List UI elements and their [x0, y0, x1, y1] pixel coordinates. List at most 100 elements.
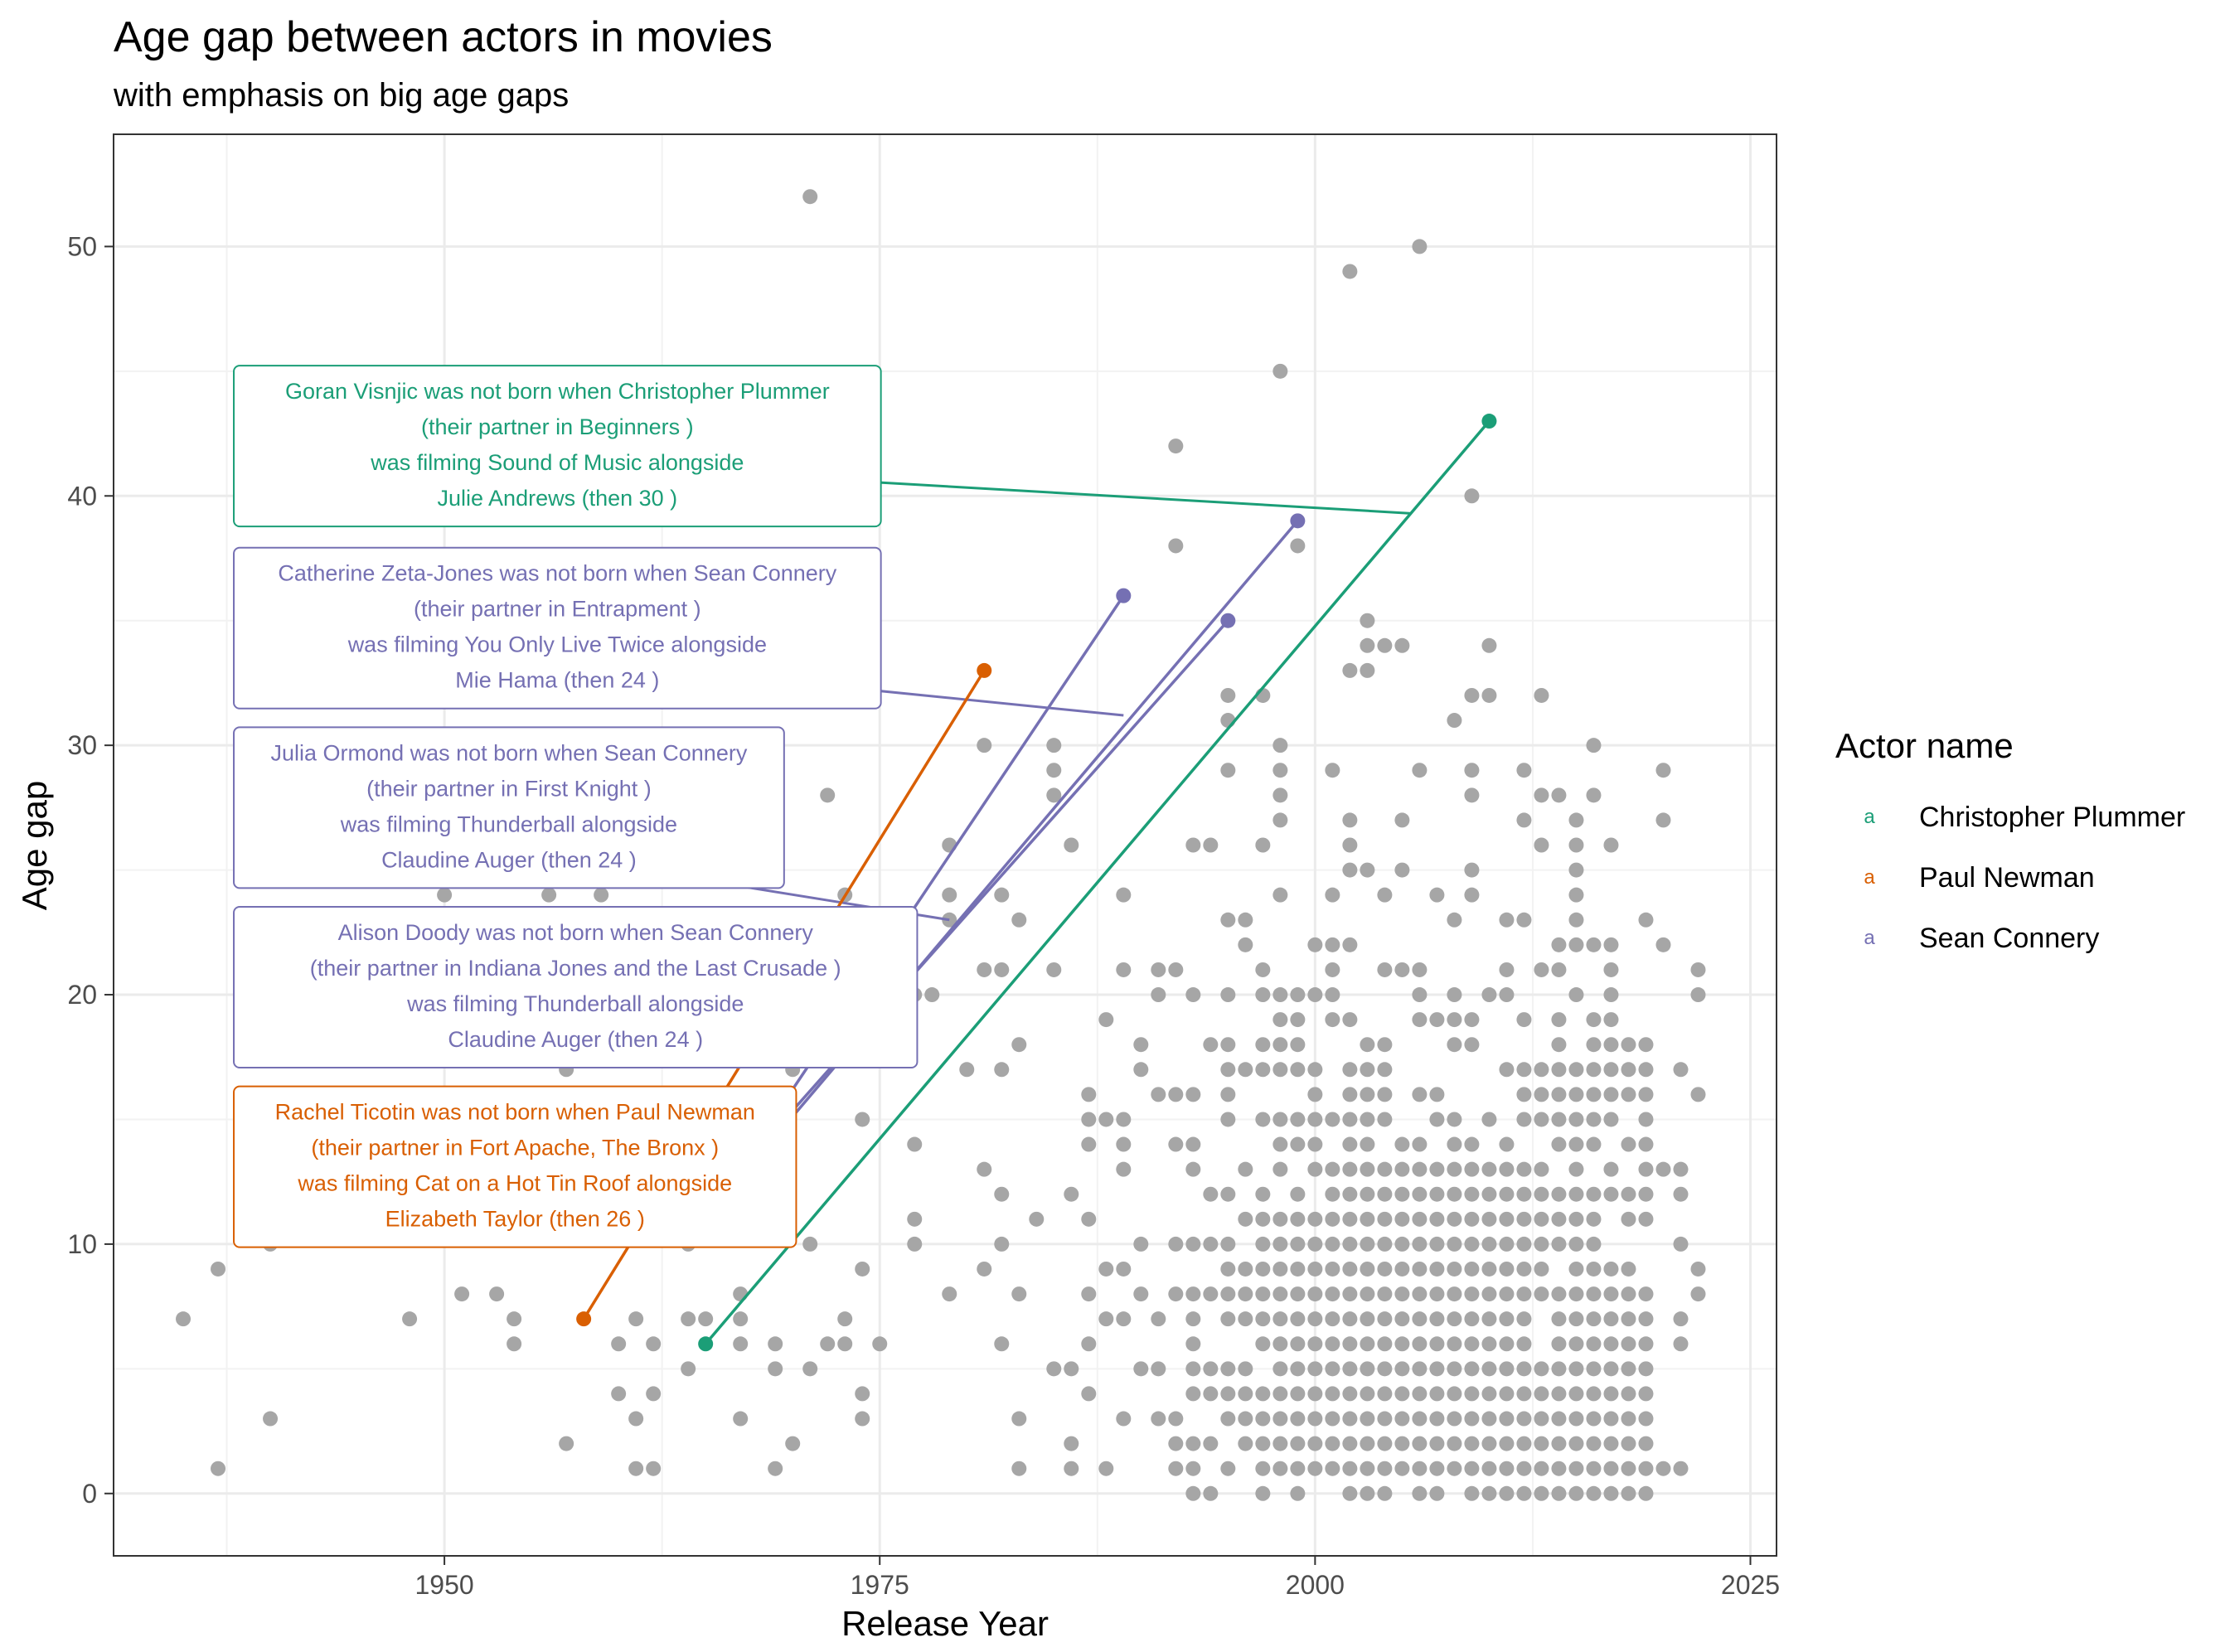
data-point: [1342, 264, 1358, 279]
x-axis: 1950 1975 2000 2025: [415, 1556, 1780, 1600]
data-point: [698, 1311, 714, 1327]
data-point: [1621, 1436, 1636, 1451]
data-point: [1603, 1361, 1619, 1377]
data-point: [1255, 1336, 1271, 1352]
data-point: [733, 1411, 749, 1427]
data-point: [1360, 1236, 1375, 1252]
data-point: [646, 1336, 662, 1352]
data-point: [1325, 1211, 1340, 1227]
data-point: [1673, 1236, 1689, 1252]
x-tick-label: 2025: [1721, 1570, 1780, 1600]
data-point: [1534, 1186, 1549, 1202]
annotation-label: Rachel Ticotin was not born when Paul Ne…: [233, 1085, 797, 1248]
data-point: [1290, 1062, 1306, 1078]
data-point: [1116, 1411, 1132, 1427]
data-point: [1568, 1161, 1584, 1177]
annotation-text: Catherine Zeta-Jones was not born when S…: [278, 561, 836, 586]
data-point: [1325, 962, 1340, 977]
data-point: [1551, 787, 1567, 803]
data-point: [437, 887, 453, 903]
data-point: [1447, 1211, 1462, 1227]
data-point: [1534, 837, 1549, 853]
data-point: [1586, 1361, 1602, 1377]
data-point: [1307, 1261, 1323, 1277]
data-point: [1185, 1485, 1201, 1501]
data-point: [1011, 1461, 1027, 1476]
chart-subtitle: with emphasis on big age gaps: [113, 77, 569, 114]
data-point: [1394, 1411, 1410, 1427]
data-point: [1621, 1037, 1636, 1053]
data-point: [1133, 1361, 1149, 1377]
data-point: [1307, 1361, 1323, 1377]
data-point: [1481, 687, 1497, 703]
data-point: [1360, 862, 1375, 878]
data-point: [1290, 1286, 1306, 1302]
x-tick-label: 2000: [1286, 1570, 1345, 1600]
data-point: [1220, 1411, 1236, 1427]
data-point: [1290, 1186, 1306, 1202]
data-point: [977, 738, 992, 753]
data-point: [1325, 1236, 1340, 1252]
data-point: [1185, 1361, 1201, 1377]
data-point: [1360, 662, 1375, 678]
data-point: [1238, 1436, 1253, 1451]
data-point: [1203, 1236, 1219, 1252]
data-point: [1621, 1461, 1636, 1476]
data-point: [1534, 1286, 1549, 1302]
data-point: [1621, 1186, 1636, 1202]
data-point: [1464, 887, 1480, 903]
annotation-label: Goran Visnjic was not born when Christop…: [233, 365, 882, 528]
data-point: [907, 1136, 923, 1152]
data-point: [1429, 1436, 1445, 1451]
data-point: [1116, 1136, 1132, 1152]
data-point: [1516, 1261, 1532, 1277]
data-point: [507, 1336, 522, 1352]
data-point: [1168, 1236, 1184, 1252]
data-point: [1342, 1336, 1358, 1352]
data-point: [1255, 1186, 1271, 1202]
data-point: [1325, 1012, 1340, 1028]
data-point: [1342, 837, 1358, 853]
data-point: [802, 189, 818, 205]
data-point: [1203, 1361, 1219, 1377]
data-point: [1568, 1286, 1584, 1302]
data-point: [1534, 1485, 1549, 1501]
data-point: [1586, 1087, 1602, 1102]
data-point: [1272, 812, 1288, 828]
annotation-box: [233, 906, 919, 1068]
data-point: [1586, 1311, 1602, 1327]
data-point: [820, 787, 836, 803]
data-point: [1168, 538, 1184, 554]
data-point: [1447, 1261, 1462, 1277]
data-point: [1151, 1311, 1166, 1327]
plot-panel-border: [113, 133, 1777, 1557]
data-point: [1342, 1112, 1358, 1127]
data-point: [1220, 1062, 1236, 1078]
data-point: [1534, 1236, 1549, 1252]
data-point: [1394, 637, 1410, 653]
data-point: [1516, 1336, 1532, 1352]
data-point: [1238, 1211, 1253, 1227]
data-point: [1464, 1236, 1480, 1252]
data-point: [1168, 1286, 1184, 1302]
data-point: [1568, 1336, 1584, 1352]
legend-key: a: [1864, 927, 1875, 949]
data-point: [1412, 1286, 1428, 1302]
data-point: [1360, 1461, 1375, 1476]
data-point: [1621, 1087, 1636, 1102]
data-point: [1412, 1386, 1428, 1402]
data-point: [1568, 1461, 1584, 1476]
data-point: [1429, 1485, 1445, 1501]
data-point: [1499, 1136, 1515, 1152]
data-point: [1690, 1261, 1706, 1277]
data-point: [1116, 1112, 1132, 1127]
data-point: [1568, 987, 1584, 1003]
data-point: [1447, 1411, 1462, 1427]
annotation-text: was filming Cat on a Hot Tin Roof alongs…: [297, 1171, 732, 1196]
y-tick-label: 10: [67, 1229, 97, 1259]
data-point: [1220, 1112, 1236, 1127]
annotation-text: was filming Sound of Music alongside: [370, 450, 744, 475]
data-point: [1534, 1411, 1549, 1427]
data-point: [1325, 1311, 1340, 1327]
data-point: [1516, 812, 1532, 828]
